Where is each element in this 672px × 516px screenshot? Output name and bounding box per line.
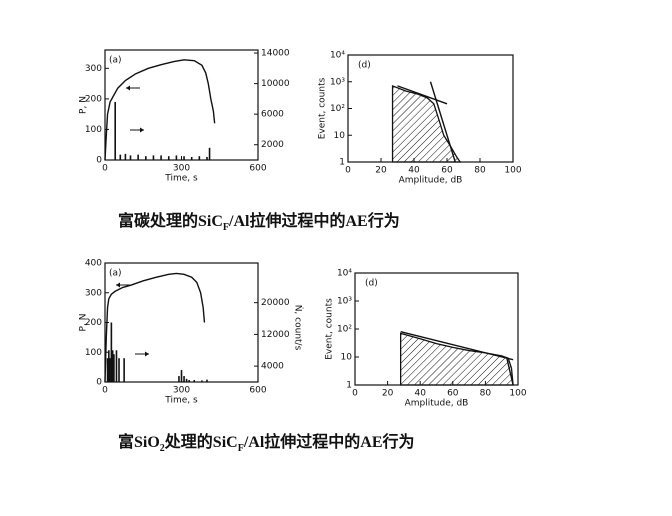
x-tick-label: 80 bbox=[474, 166, 486, 176]
y-axis-label: Event, counts bbox=[325, 298, 335, 360]
panel-label: (a) bbox=[109, 56, 122, 66]
y2-axis-label: Ṅ, count/s bbox=[293, 305, 304, 351]
line bbox=[104, 272, 206, 383]
y-tick-label: 1 bbox=[339, 158, 345, 168]
x-tick-label: 20 bbox=[382, 389, 394, 399]
y-tick-label: 10⁴ bbox=[330, 51, 345, 61]
line bbox=[397, 85, 448, 105]
caption-part: 处理的SiC bbox=[164, 432, 238, 451]
y-tick-label: 10⁴ bbox=[337, 269, 352, 279]
y-tick-label: 300 bbox=[85, 288, 102, 298]
arrow-head bbox=[140, 127, 144, 133]
x-tick-label: 60 bbox=[441, 166, 453, 176]
y-tick-label: 100 bbox=[85, 348, 102, 358]
y2-tick-label: 14000 bbox=[261, 49, 290, 59]
caption-sub: F bbox=[238, 443, 244, 454]
plot-frame bbox=[104, 49, 259, 161]
x-tick-label: 40 bbox=[408, 166, 420, 176]
arrow-head bbox=[145, 351, 149, 357]
caption: 富SiO2处理的SiCF/Al拉伸过程中的AE行为 bbox=[118, 432, 415, 454]
plot-frame bbox=[104, 262, 259, 383]
x-tick-label: 100 bbox=[504, 166, 521, 176]
y-tick-label: 10² bbox=[330, 104, 345, 114]
y2-tick-label: 12000 bbox=[261, 330, 290, 340]
y2-tick-label: 4000 bbox=[261, 362, 284, 372]
y-axis-label: P, N bbox=[79, 314, 89, 332]
y-axis-label: Event, counts bbox=[318, 77, 328, 139]
arrow-head bbox=[126, 85, 130, 91]
y-tick-label: 200 bbox=[85, 94, 102, 104]
x-tick-label: 80 bbox=[480, 389, 492, 399]
x-axis-label: Amplitude, dB bbox=[399, 176, 463, 186]
x-tick-label: 600 bbox=[249, 164, 266, 174]
x-tick-label: 600 bbox=[249, 386, 266, 396]
x-axis-label: Time, s bbox=[164, 396, 198, 406]
y2-tick-label: 6000 bbox=[261, 110, 284, 120]
caption-sub: F bbox=[223, 222, 229, 233]
y-tick-label: 10 bbox=[341, 353, 353, 363]
y-tick-label: 0 bbox=[96, 378, 102, 388]
line bbox=[104, 59, 216, 161]
line bbox=[429, 81, 456, 163]
caption-part: 富SiO bbox=[118, 432, 160, 451]
area-fill bbox=[391, 84, 462, 163]
x-axis-label: Time, s bbox=[164, 174, 198, 184]
panel-label: (d) bbox=[358, 61, 371, 71]
y-tick-label: 200 bbox=[85, 318, 102, 328]
x-tick-label: 20 bbox=[375, 166, 387, 176]
x-tick-label: 0 bbox=[102, 386, 108, 396]
caption-part: 富碳处理的SiC bbox=[118, 211, 223, 230]
panel-label: (d) bbox=[365, 279, 378, 289]
y-tick-label: 0 bbox=[96, 156, 102, 166]
y-tick-label: 300 bbox=[85, 64, 102, 74]
y2-tick-label: 20000 bbox=[261, 298, 290, 308]
y-axis-label: P, N bbox=[79, 96, 89, 114]
arrow-head bbox=[116, 282, 120, 288]
line bbox=[505, 356, 514, 386]
x-tick-label: 300 bbox=[173, 164, 190, 174]
x-tick-label: 0 bbox=[102, 164, 108, 174]
caption: 富碳处理的SiCF/Al拉伸过程中的AE行为 bbox=[118, 211, 400, 233]
y-tick-label: 10 bbox=[334, 131, 346, 141]
y-tick-label: 10² bbox=[337, 325, 352, 335]
caption-part: /Al拉伸过程中的AE行为 bbox=[228, 211, 400, 230]
caption-sub: 2 bbox=[160, 443, 165, 454]
x-tick-label: 300 bbox=[173, 386, 190, 396]
x-tick-label: 0 bbox=[352, 389, 358, 399]
x-axis-label: Amplitude, dB bbox=[405, 399, 469, 409]
x-tick-label: 40 bbox=[414, 389, 426, 399]
line bbox=[400, 331, 514, 361]
y-tick-label: 400 bbox=[85, 259, 102, 269]
x-tick-label: 100 bbox=[509, 389, 526, 399]
y2-tick-label: 2000 bbox=[261, 140, 284, 150]
y2-tick-label: 10000 bbox=[261, 79, 290, 89]
area-fill bbox=[399, 332, 514, 386]
panel-label: (a) bbox=[109, 269, 122, 279]
x-tick-label: 0 bbox=[345, 166, 351, 176]
y-tick-label: 100 bbox=[85, 125, 102, 135]
y-tick-label: 10³ bbox=[337, 297, 352, 307]
y-tick-label: 10³ bbox=[330, 77, 345, 87]
x-tick-label: 60 bbox=[447, 389, 459, 399]
y-tick-label: 1 bbox=[346, 381, 352, 391]
caption-part: /Al拉伸过程中的AE行为 bbox=[243, 432, 415, 451]
